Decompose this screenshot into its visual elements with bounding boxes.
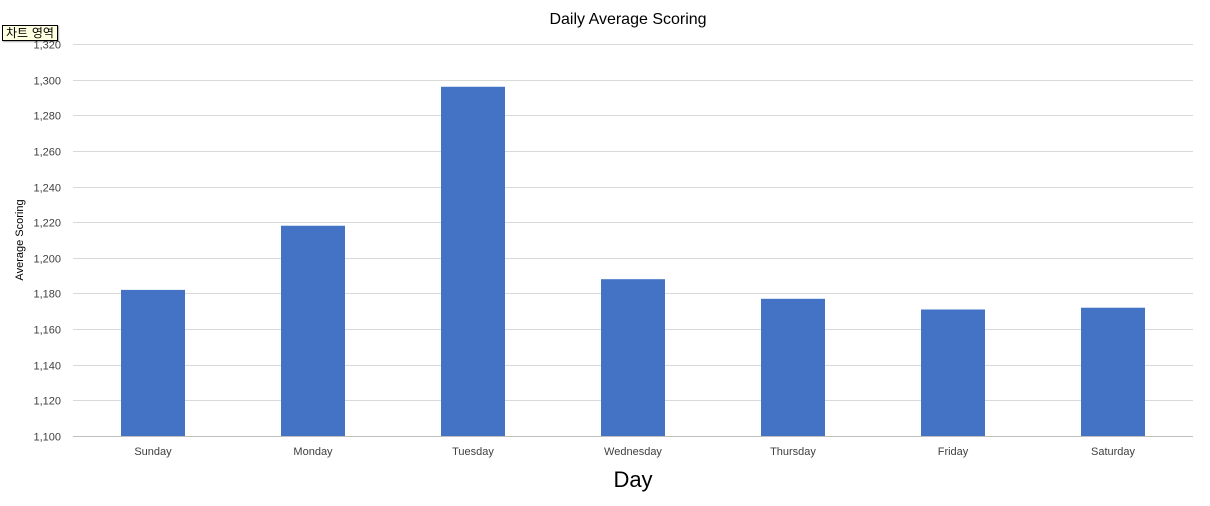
chart-title: Daily Average Scoring	[549, 11, 706, 28]
y-tick-label: 1,220	[33, 218, 61, 230]
y-tick-label: 1,180	[33, 289, 61, 301]
x-tick-label: Wednesday	[604, 446, 662, 458]
x-tick-label: Sunday	[134, 446, 172, 458]
y-tick-label: 1,200	[33, 254, 61, 266]
x-tick-label: Tuesday	[452, 446, 494, 458]
bar-saturday[interactable]	[1081, 307, 1145, 436]
bar-wednesday[interactable]	[601, 279, 665, 436]
y-tick-label: 1,320	[33, 40, 61, 52]
y-tick-label: 1,100	[33, 432, 61, 444]
y-tick-label: 1,240	[33, 183, 61, 195]
x-tick-label: Saturday	[1091, 446, 1136, 458]
y-axis-title: Average Scoring	[14, 199, 26, 280]
y-tick-label: 1,140	[33, 361, 61, 373]
bar-sunday[interactable]	[121, 289, 185, 436]
y-tick-label: 1,120	[33, 396, 61, 408]
x-axis-tick-labels: Sunday Monday Tuesday Wednesday Thursday Frid…	[134, 446, 1135, 458]
y-tick-label: 1,280	[33, 111, 61, 123]
y-tick-label: 1,300	[33, 76, 61, 88]
bars	[121, 86, 1145, 436]
x-tick-label: Monday	[293, 446, 333, 458]
x-axis-title: Day	[613, 467, 652, 492]
x-tick-label: Friday	[938, 446, 969, 458]
x-tick-label: Thursday	[770, 446, 816, 458]
chart-area-tooltip: 차트 영역	[2, 25, 58, 41]
y-tick-label: 1,160	[33, 325, 61, 337]
bar-monday[interactable]	[281, 225, 345, 436]
bar-friday[interactable]	[921, 309, 985, 436]
y-axis-tick-labels: 1,100 1,120 1,140 1,160 1,180 1,200 1,220 1,240…	[33, 40, 61, 444]
bar-tuesday[interactable]	[441, 86, 505, 436]
bar-thursday[interactable]	[761, 298, 825, 436]
y-tick-label: 1,260	[33, 147, 61, 159]
